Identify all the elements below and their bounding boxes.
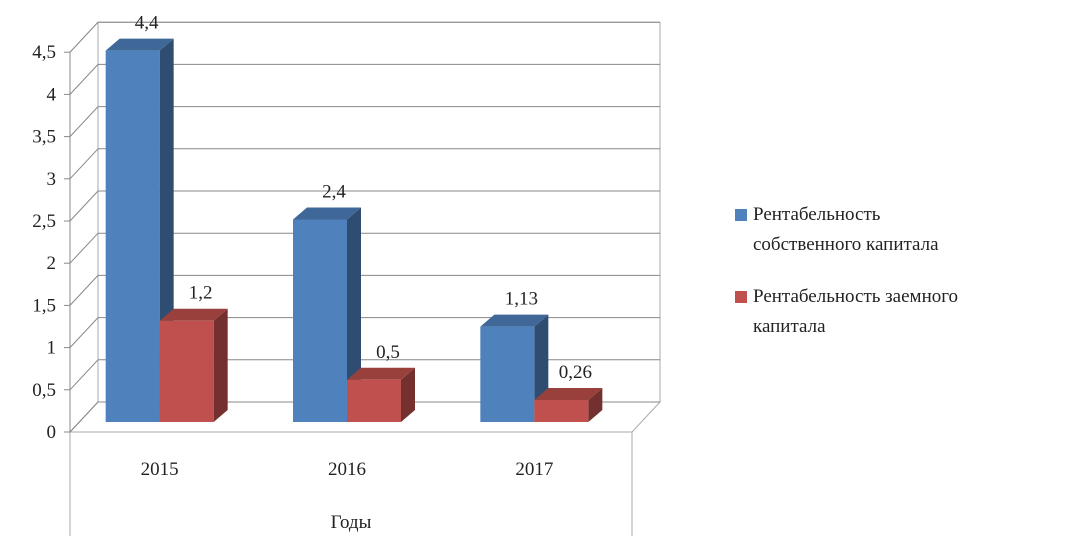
y-tick-label: 3 [47, 169, 57, 190]
bar-face [401, 367, 415, 422]
y-tick-label: 0 [47, 422, 57, 443]
value-label: 0,26 [559, 362, 592, 383]
bar-face [159, 320, 214, 422]
x-tick-label: 2017 [515, 459, 553, 480]
x-axis-label: Годы [331, 512, 372, 533]
grid-line [69, 21, 99, 53]
grid-line [69, 148, 99, 180]
bar-face [480, 314, 549, 327]
grid-line [69, 232, 99, 264]
value-label: 2,4 [322, 181, 346, 202]
grid-line [69, 275, 99, 306]
bar [293, 207, 361, 422]
legend-swatch [735, 291, 747, 303]
bar-face [347, 379, 401, 422]
bar-face [159, 308, 228, 321]
bar-face [480, 326, 535, 422]
y-tick-label: 0,5 [32, 380, 56, 401]
value-label: 1,13 [505, 289, 538, 310]
y-tick-label: 4,5 [32, 42, 56, 63]
legend-text: Рентабельность заемного капитала [753, 286, 959, 337]
bar-face [105, 50, 160, 422]
bar [347, 367, 415, 422]
x-tick-label: 2015 [141, 459, 179, 480]
bar-face [534, 388, 603, 401]
y-tick-label: 3,5 [32, 127, 56, 148]
bar-face [347, 207, 361, 422]
bar [534, 388, 603, 422]
y-tick-label: 4 [47, 84, 57, 105]
legend-item: Рентабельность собственного капитала [735, 200, 968, 260]
y-tick-label: 2 [47, 253, 57, 274]
grid-line [69, 64, 99, 95]
legend-text: Рентабельность собственного капитала [753, 204, 939, 255]
grid-line [69, 317, 99, 348]
value-label: 4,4 [135, 13, 159, 34]
grid-line [69, 401, 99, 433]
bar-face [213, 308, 228, 422]
bar-face [105, 38, 174, 51]
grid-line [69, 190, 99, 222]
legend-item: Рентабельность заемного капитала [735, 282, 988, 342]
y-tick-label: 2,5 [32, 211, 56, 232]
value-label: 0,5 [376, 342, 400, 363]
bar-face [534, 400, 589, 422]
grid-line [69, 359, 99, 391]
y-tick-label: 1,5 [32, 295, 56, 316]
grid-line [69, 106, 99, 137]
y-tick-label: 1 [47, 338, 57, 359]
bar-face [293, 219, 347, 422]
legend-swatch [735, 209, 747, 221]
bar-face [293, 207, 361, 220]
x-tick-label: 2016 [328, 459, 366, 480]
bar-face [588, 388, 603, 422]
bar-face [347, 367, 415, 380]
value-label: 1,2 [189, 283, 213, 304]
bar [159, 308, 228, 422]
